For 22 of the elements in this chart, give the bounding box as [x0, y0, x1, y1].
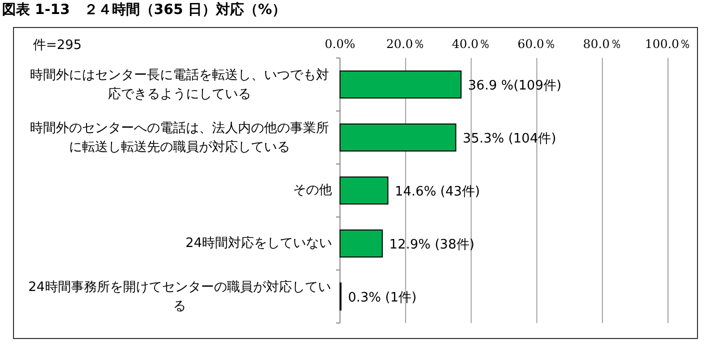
annotation: 件=295: [33, 37, 82, 54]
x-tick-label: 40.0％: [452, 37, 491, 51]
x-tick-label: 80.0％: [583, 37, 622, 51]
data-label: 36.9 %(109件): [468, 78, 562, 94]
category: 時間外にはセンター長に電話を転送し、いつでも対応できるようにしている: [29, 66, 330, 104]
bar: [340, 70, 462, 98]
category: 時間外のセンターへの電話は、法人内の他の事業所に転送し転送先の職員が対応している: [29, 120, 330, 156]
x-tick-label: 20.0％: [386, 37, 425, 51]
category: その他: [292, 182, 332, 200]
bar: [340, 124, 456, 152]
data-label: 14.6% (43件): [394, 184, 480, 200]
x-tick-label: 100.0％: [644, 37, 692, 51]
x-tick-label: 0.0%: [324, 37, 356, 51]
x-tick-label: 60.0％: [517, 37, 556, 51]
category: 24時間事務所を開けてセンターの職員が対応している: [27, 278, 332, 316]
bar: [340, 176, 388, 204]
data-label: 12.9% (38件): [389, 238, 474, 252]
data-label: 35.3% (104件): [462, 132, 556, 146]
bar: [340, 230, 383, 258]
title: 図表 1-13 ２４時間（365 日）対応（%）: [2, 1, 286, 19]
category: 24時間対応をしていない: [184, 235, 332, 253]
data-label: 0.3% (1件): [348, 290, 417, 306]
